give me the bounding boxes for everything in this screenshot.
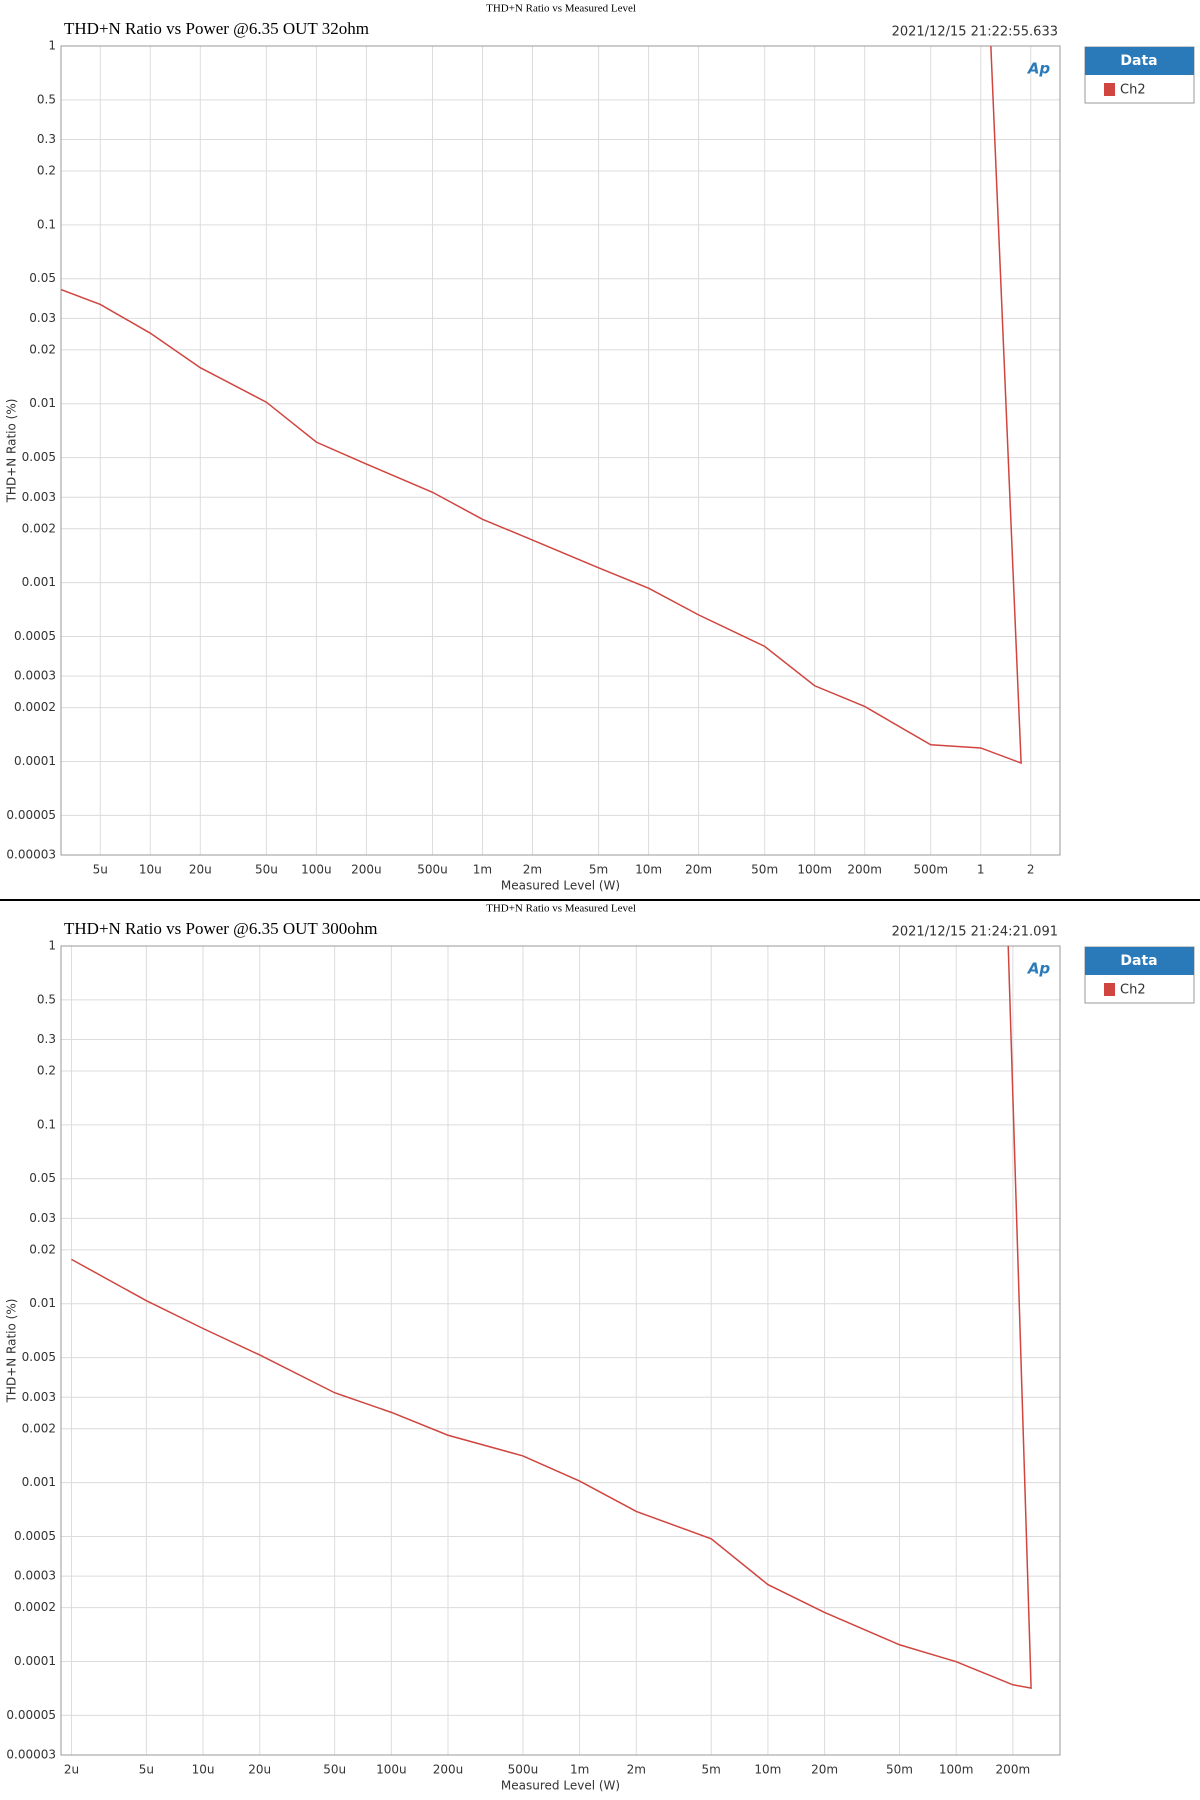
y-tick-label: 0.02 [29,342,56,356]
y-tick-label: 0.005 [22,1350,56,1364]
y-tick-label: 0.003 [22,1390,56,1404]
y-tick-label: 1 [48,39,56,53]
x-tick-label: 5m [589,863,608,877]
y-tick-label: 0.0005 [14,1529,56,1543]
y-tick-label: 0.1 [37,1117,56,1131]
x-tick-label: 500u [417,863,448,877]
x-tick-label: 5m [702,1763,721,1777]
x-tick-label: 50m [886,1763,913,1777]
y-tick-label: 0.001 [22,1475,56,1489]
y-tick-label: 0.01 [29,396,56,410]
legend-header [1085,47,1194,75]
y-tick-label: 0.05 [29,271,56,285]
plot-border [60,45,1061,856]
x-axis-label: Measured Level (W) [501,1779,620,1793]
x-tick-label: 10u [139,863,162,877]
plot-border [60,945,1061,1756]
y-tick-label: 0.03 [29,1211,56,1225]
y-tick-label: 0.02 [29,1242,56,1256]
y-tick-label: 0.0003 [14,1569,56,1583]
x-tick-label: 2 [1027,863,1035,877]
legend-entry: Ch2 [1120,983,1146,998]
x-tick-label: 20m [811,1763,838,1777]
x-tick-label: 20m [685,863,712,877]
x-tick-label: 1m [473,863,492,877]
data-line [61,46,1022,765]
x-tick-label: 50m [751,863,778,877]
legend-swatch [1104,83,1115,96]
x-tick-label: 5u [93,863,108,877]
x-tick-label: 1m [570,1763,589,1777]
y-tick-label: 0.005 [22,450,56,464]
y-tick-label: 0.0002 [14,1600,56,1614]
x-tick-label: 100m [797,863,832,877]
y-tick-label: 0.2 [37,1064,56,1078]
y-tick-label: 0.002 [22,1421,56,1435]
x-tick-label: 100u [301,863,332,877]
y-tick-label: 0.00005 [6,1708,56,1722]
x-tick-label: 50u [255,863,278,877]
y-tick-label: 0.001 [22,575,56,589]
x-tick-label: 5u [139,1763,154,1777]
x-tick-label: 100m [939,1763,974,1777]
y-tick-label: 0.2 [37,164,56,178]
y-tick-label: 0.01 [29,1296,56,1310]
x-tick-label: 500u [508,1763,539,1777]
x-tick-label: 20u [248,1763,271,1777]
chart-title: THD+N Ratio vs Power @6.35 OUT 32ohm [64,19,369,38]
legend-swatch [1104,983,1115,996]
y-axis-label: THD+N Ratio (%) [5,1299,19,1404]
y-tick-label: 0.002 [22,521,56,535]
legend-header [1085,947,1194,975]
y-tick-label: 1 [48,939,56,953]
legend-title: Data [1120,53,1157,69]
y-axis-label: THD+N Ratio (%) [5,399,19,504]
y-tick-label: 0.0003 [14,669,56,683]
y-tick-label: 0.03 [29,311,56,325]
y-tick-label: 0.0001 [14,1654,56,1668]
x-tick-label: 20u [189,863,212,877]
chart-heading: THD+N Ratio vs Measured Level [486,903,636,915]
logo: Ap [1027,960,1051,978]
y-tick-label: 0.0005 [14,629,56,643]
x-tick-label: 2u [64,1763,79,1777]
chart-heading: THD+N Ratio vs Measured Level [486,3,636,15]
x-tick-label: 50u [323,1763,346,1777]
timestamp: 2021/12/15 21:24:21.091 [892,925,1058,940]
x-tick-label: 10u [192,1763,215,1777]
y-tick-label: 0.003 [22,490,56,504]
y-tick-label: 0.00005 [6,808,56,822]
x-tick-label: 10m [754,1763,781,1777]
y-tick-label: 0.1 [37,217,56,231]
y-tick-label: 0.0002 [14,700,56,714]
y-tick-label: 0.05 [29,1171,56,1185]
legend-title: Data [1120,953,1157,969]
y-tick-label: 0.00003 [6,848,56,862]
x-tick-label: 500m [913,863,948,877]
y-tick-label: 0.5 [37,92,56,106]
x-tick-label: 200m [847,863,882,877]
legend-entry: Ch2 [1120,83,1146,98]
plot-area [61,46,1060,855]
timestamp: 2021/12/15 21:22:55.633 [892,25,1058,40]
x-tick-label: 200m [996,1763,1031,1777]
plot-area [61,946,1060,1755]
x-tick-label: 100u [376,1763,407,1777]
x-tick-label: 2m [523,863,542,877]
x-tick-label: 200u [351,863,382,877]
x-tick-label: 10m [635,863,662,877]
y-tick-label: 0.0001 [14,754,56,768]
chart-title: THD+N Ratio vs Power @6.35 OUT 300ohm [64,919,377,938]
data-line [71,946,1032,1689]
x-axis-label: Measured Level (W) [501,879,620,893]
logo: Ap [1027,60,1051,78]
y-tick-label: 0.00003 [6,1748,56,1762]
y-tick-label: 0.5 [37,992,56,1006]
y-tick-label: 0.3 [37,132,56,146]
y-tick-label: 0.3 [37,1032,56,1046]
x-tick-label: 2m [627,1763,646,1777]
x-tick-label: 200u [433,1763,464,1777]
x-tick-label: 1 [977,863,985,877]
